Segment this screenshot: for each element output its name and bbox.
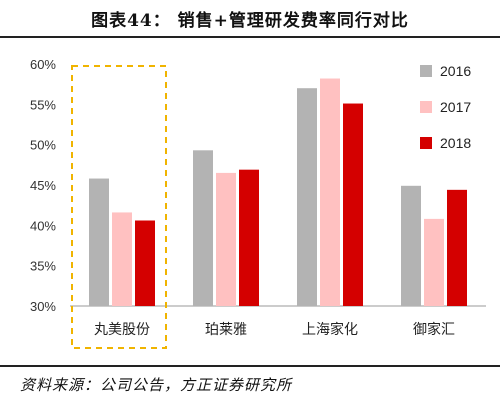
bar-2018 [447,189,467,306]
bar-2017 [112,212,132,306]
bar-2018 [239,169,259,306]
y-tick-label: 50% [30,138,56,153]
bar-2018 [343,103,363,306]
y-tick-label: 30% [30,299,56,314]
bar-2016 [193,150,213,306]
bar-2017 [216,172,236,306]
x-category-label: 御家汇 [413,321,455,338]
legend-label: 2017 [440,99,471,115]
y-tick-label: 45% [30,178,56,193]
y-tick-label: 40% [30,218,56,233]
bar-2017 [320,78,340,307]
y-tick-label: 60% [30,57,56,72]
legend-swatch-2018 [420,137,432,149]
source-note: 资料来源：公司公告，方正证券研究所 [20,376,293,394]
bottom-rule [0,365,500,367]
legend-swatch-2017 [420,101,432,113]
bar-2016 [297,88,317,306]
bar-2016 [89,178,109,306]
x-category-label: 上海家化 [302,321,358,338]
figure-title: 图表44： 销售+管理研发费率同行对比 [91,11,409,31]
top-rule [0,36,500,38]
highlight-box [71,65,167,349]
y-tick-label: 55% [30,97,56,112]
bar-2018 [135,220,155,306]
bar-2017 [424,218,444,306]
legend-label: 2018 [440,135,471,151]
bar-2016 [401,185,421,306]
legend-swatch-2016 [420,65,432,77]
y-tick-label: 35% [30,259,56,274]
x-category-label: 丸美股份 [94,322,150,338]
x-category-label: 珀莱雅 [205,322,247,338]
legend-label: 2016 [440,63,471,79]
